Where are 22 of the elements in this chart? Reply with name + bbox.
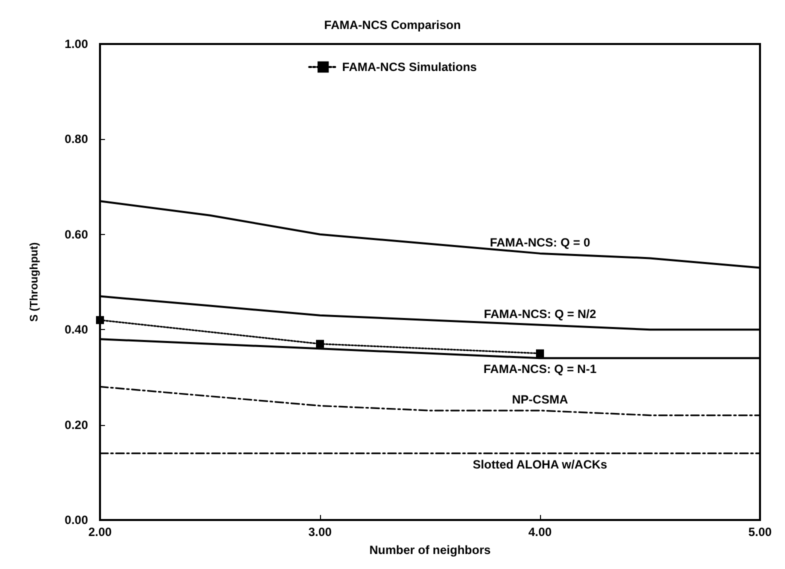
x-axis-title: Number of neighbors xyxy=(369,543,491,557)
series-label: Slotted ALOHA w/ACKs xyxy=(472,457,608,472)
x-tick-label: 5.00 xyxy=(748,525,772,539)
point xyxy=(96,316,104,324)
x-tick-label: 2.00 xyxy=(88,525,112,539)
y-tick-label: 0.80 xyxy=(64,132,88,146)
y-tick-label: 0.60 xyxy=(64,227,88,242)
x-tick-label: 4.00 xyxy=(528,525,552,539)
point xyxy=(536,349,544,358)
series-label: FAMA-NCS: Q = N-1 xyxy=(483,362,597,376)
y-axis-title: S (Throughput) xyxy=(28,242,40,322)
y-tick-label: 0.40 xyxy=(64,322,88,337)
point xyxy=(316,340,324,348)
series-label: FAMA-NCS: Q = N/2 xyxy=(484,306,596,321)
series-label: FAMA-NCS: Q = 0 xyxy=(490,235,590,250)
y-tick-label: 0.20 xyxy=(64,418,88,432)
y-tick-label: 0.00 xyxy=(64,513,88,527)
chart-title: FAMA-NCS Comparison xyxy=(324,18,461,32)
legend-label: FAMA-NCS Simulations xyxy=(342,60,478,74)
series-label: NP-CSMA xyxy=(512,392,568,407)
y-tick-label: 1.00 xyxy=(64,37,88,51)
x-tick-label: 3.00 xyxy=(308,525,332,539)
